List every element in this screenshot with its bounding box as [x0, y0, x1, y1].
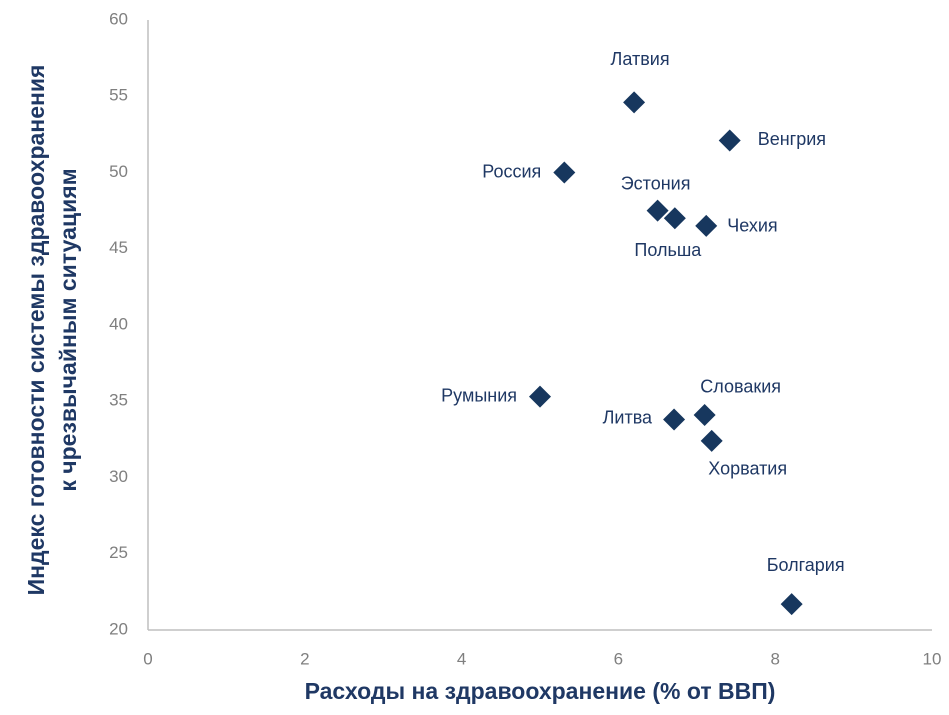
point — [553, 161, 576, 184]
point — [623, 91, 646, 114]
x-tick-label: 6 — [614, 649, 623, 668]
point-label: Румыния — [441, 385, 517, 405]
point — [663, 207, 686, 230]
y-tick-label: 55 — [109, 86, 128, 105]
x-tick-label: 4 — [457, 649, 466, 668]
y-tick-label: 30 — [109, 467, 128, 486]
point — [700, 429, 723, 452]
point — [695, 214, 718, 237]
point — [718, 129, 741, 152]
x-axis-label: Расходы на здравоохранение (% от ВВП) — [305, 678, 776, 704]
y-tick-label: 50 — [109, 162, 128, 181]
y-axis-label: к чрезвычайным ситуациям — [55, 168, 81, 491]
y-axis-label: Индекс готовности системы здравоохранени… — [23, 65, 49, 596]
point-label: Чехия — [727, 216, 777, 236]
point — [693, 403, 716, 426]
point-label: Словакия — [700, 377, 781, 397]
point — [780, 593, 803, 616]
y-tick-label: 35 — [109, 391, 128, 410]
point — [663, 408, 686, 431]
y-tick-label: 60 — [109, 9, 128, 28]
x-tick-label: 0 — [143, 649, 152, 668]
point — [646, 199, 669, 222]
point-label: Польша — [634, 240, 702, 260]
point — [529, 385, 551, 408]
y-tick-label: 45 — [109, 238, 128, 257]
x-tick-label: 10 — [923, 649, 942, 668]
y-tick-label: 20 — [109, 619, 128, 638]
point-label: Литва — [603, 407, 653, 427]
y-tick-label: 40 — [109, 314, 128, 333]
x-tick-label: 2 — [300, 649, 309, 668]
point-label: Болгария — [767, 555, 845, 575]
x-tick-label: 8 — [770, 649, 779, 668]
point-label: Латвия — [611, 49, 670, 69]
point-label: Россия — [482, 161, 541, 181]
y-tick-label: 25 — [109, 543, 128, 562]
point-label: Эстония — [621, 173, 691, 193]
point-label: Хорватия — [708, 459, 787, 479]
point-label: Венгрия — [758, 129, 826, 149]
